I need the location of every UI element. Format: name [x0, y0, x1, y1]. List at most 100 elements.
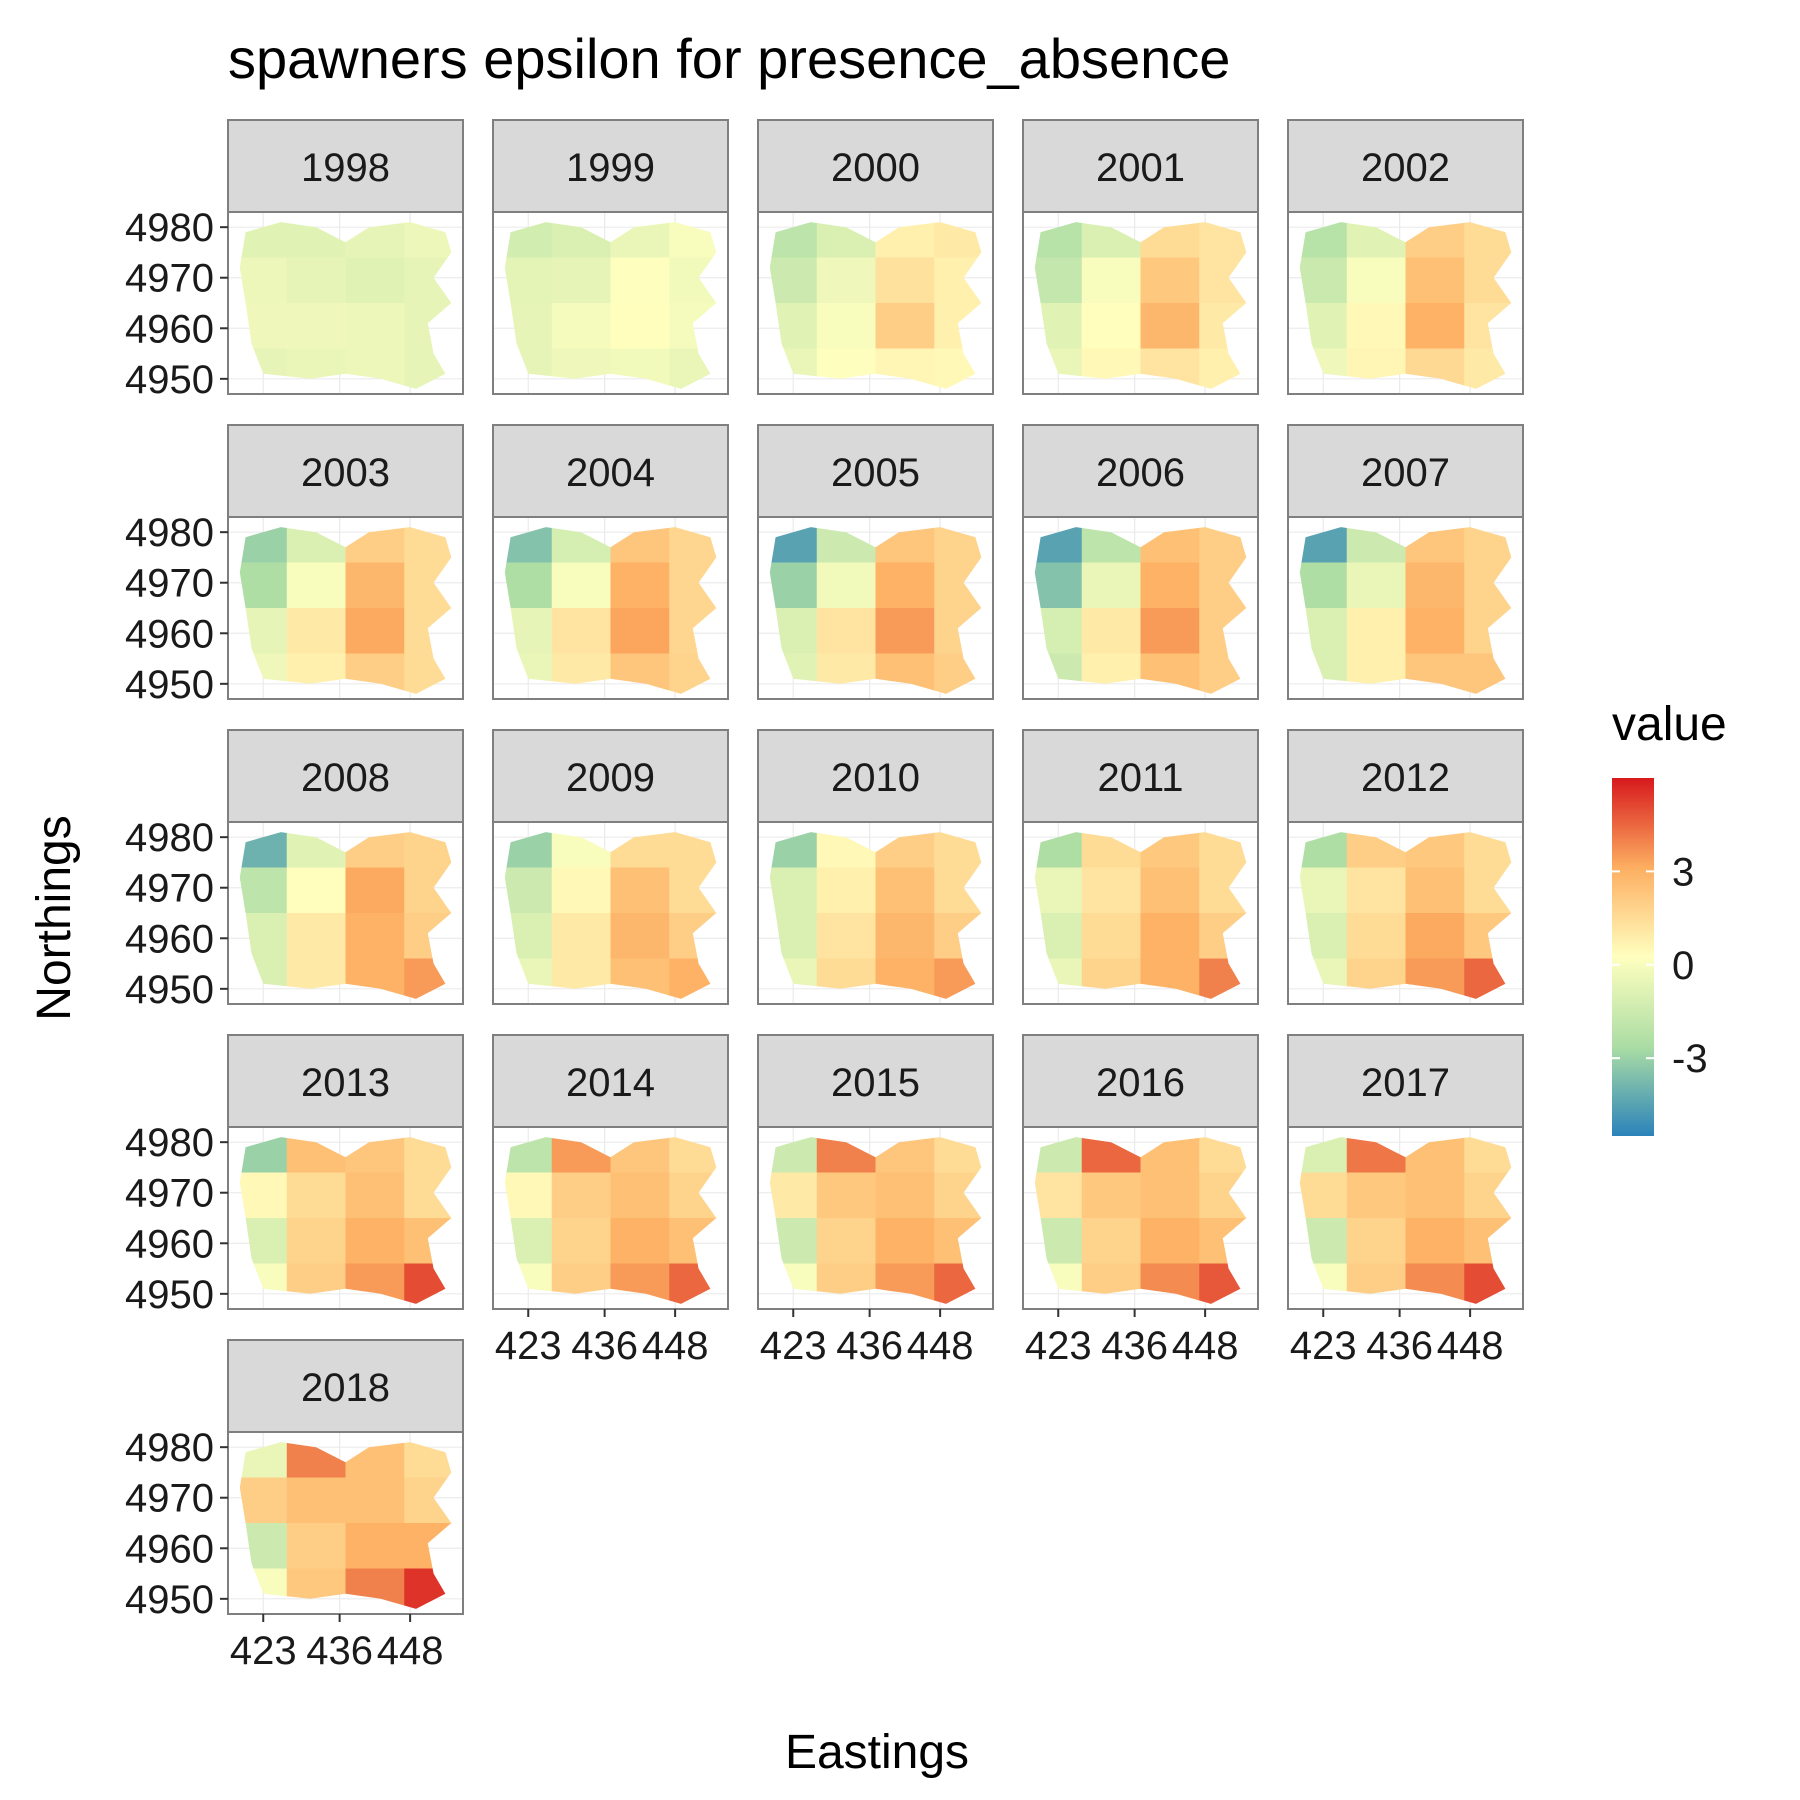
panel-border — [1287, 1126, 1524, 1310]
heat-cell — [1346, 303, 1406, 349]
facet-label: 2000 — [831, 146, 920, 190]
heat-cell — [1346, 867, 1406, 914]
facet-strip — [492, 1034, 729, 1128]
y-tick-label: 4980 — [125, 1426, 214, 1470]
heat-cell — [551, 1172, 611, 1219]
color-legend: value 3 0 -3 — [1612, 698, 1727, 1136]
heat-cell — [875, 562, 935, 609]
x-tick-label: 436 — [836, 1324, 903, 1368]
facet-panel-2015: 2015 423 436 448 — [757, 1034, 994, 1368]
heat-cell — [1081, 1172, 1141, 1219]
x-tick-label: 423 — [1025, 1324, 1092, 1368]
facet-strip — [492, 119, 729, 213]
y-tick-label: 4950 — [125, 1273, 214, 1317]
facet-panel-2018: 2018 4950 4960 4970 4980 423 436 448 — [125, 1339, 464, 1673]
facet-panel-1998: 1998 4950 4960 4970 4980 — [125, 119, 464, 402]
heat-cell — [1346, 257, 1406, 304]
heat-cell — [1299, 257, 1348, 304]
heat-cell — [769, 1172, 818, 1219]
panel-border — [757, 821, 994, 1005]
heat-cell — [1346, 562, 1406, 609]
facet-strip — [1022, 119, 1259, 213]
heat-cell — [1081, 303, 1141, 349]
y-tick-label: 4970 — [125, 562, 214, 606]
heat-cell — [1405, 867, 1465, 914]
facet-strip — [227, 1339, 464, 1433]
heat-cell — [769, 867, 818, 914]
heat-cell — [286, 1477, 346, 1524]
x-tick-label: 448 — [377, 1629, 444, 1673]
heat-cell — [1405, 1172, 1465, 1219]
heat-cell — [1405, 913, 1465, 959]
value-field — [504, 527, 717, 694]
heat-cell — [1034, 867, 1083, 914]
facet-panel-2000: 2000 — [757, 119, 994, 395]
facet-strip — [492, 729, 729, 823]
facet-label: 2015 — [831, 1061, 920, 1105]
heat-cell — [345, 608, 405, 654]
heat-cell — [551, 913, 611, 959]
heat-cell — [1140, 303, 1200, 349]
y-tick-label: 4970 — [125, 257, 214, 301]
panel-border — [227, 1431, 464, 1615]
y-tick-label: 4950 — [125, 968, 214, 1012]
y-tick-label: 4980 — [125, 1121, 214, 1165]
panel-border — [1287, 821, 1524, 1005]
heat-cell — [1034, 562, 1083, 609]
value-field — [504, 222, 717, 389]
heat-cell — [1299, 1172, 1348, 1219]
heat-cell — [239, 257, 288, 304]
panel-border — [1287, 211, 1524, 395]
heat-cell — [1346, 1218, 1406, 1264]
heat-cell — [1081, 257, 1141, 304]
heat-cell — [1405, 608, 1465, 654]
heat-cell — [769, 562, 818, 609]
facet-label: 2004 — [566, 451, 655, 495]
facet-panels: 1998 4950 4960 4970 4980 1999 2000 2001 2002 2003… — [125, 119, 1524, 1673]
facet-panel-2012: 2012 — [1287, 729, 1524, 1005]
facet-strip — [492, 424, 729, 518]
heat-cell — [816, 303, 876, 349]
value-field — [769, 832, 982, 999]
panel-border — [757, 211, 994, 395]
heat-cell — [1081, 913, 1141, 959]
facet-strip — [1022, 729, 1259, 823]
panel-border — [492, 516, 729, 700]
heat-cell — [1140, 562, 1200, 609]
panel-border — [757, 1126, 994, 1310]
x-tick-label: 436 — [306, 1629, 373, 1673]
heat-cell — [875, 1218, 935, 1264]
heat-cell — [239, 867, 288, 914]
x-tick-label: 436 — [1101, 1324, 1168, 1368]
value-field — [1299, 1137, 1512, 1304]
heat-cell — [345, 1218, 405, 1264]
heat-cell — [504, 257, 553, 304]
x-tick-label: 448 — [907, 1324, 974, 1368]
facet-strip — [1022, 424, 1259, 518]
heat-cell — [504, 1172, 553, 1219]
facet-label: 2001 — [1096, 146, 1185, 190]
heat-cell — [610, 608, 670, 654]
heat-cell — [1405, 562, 1465, 609]
heat-cell — [610, 913, 670, 959]
facet-strip — [757, 119, 994, 213]
heat-cell — [816, 608, 876, 654]
x-tick-label: 436 — [571, 1324, 638, 1368]
heat-cell — [875, 303, 935, 349]
heat-cell — [1405, 257, 1465, 304]
legend-title: value — [1612, 698, 1727, 751]
heat-cell — [816, 257, 876, 304]
y-tick-label: 4970 — [125, 1477, 214, 1521]
facet-panel-2006: 2006 — [1022, 424, 1259, 700]
facet-strip — [227, 1034, 464, 1128]
facet-panel-2014: 2014 423 436 448 — [492, 1034, 729, 1368]
heat-cell — [286, 913, 346, 959]
facet-strip — [1022, 1034, 1259, 1128]
facet-strip — [1287, 1034, 1524, 1128]
heat-cell — [816, 1218, 876, 1264]
panel-border — [227, 1126, 464, 1310]
heat-cell — [816, 867, 876, 914]
legend-tick-label: 0 — [1672, 944, 1694, 988]
heat-cell — [1081, 608, 1141, 654]
